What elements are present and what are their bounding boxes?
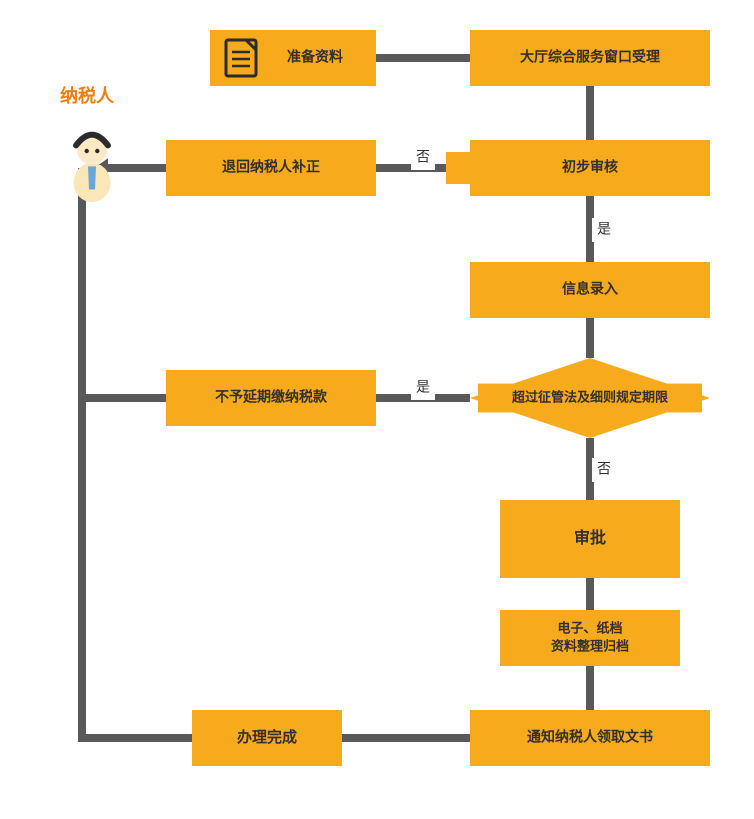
node-label-n_input: 信息录入 [562, 281, 618, 297]
edge-label-n_review-n_return: 否 [416, 149, 430, 165]
node-n_end: 办理完成 [192, 710, 342, 766]
node-n_reject: 不予延期缴纳税款 [166, 370, 376, 426]
node-n_prep: 准备资料 [210, 30, 376, 86]
node-label-n_docs-0: 电子、纸档 [557, 620, 622, 635]
node-n_approve: 审批 [500, 500, 680, 578]
node-n_docs: 电子、纸档资料整理归档 [500, 610, 680, 666]
node-label-n_more: 超过征管法及细则规定期限 [512, 389, 669, 404]
node-n_more: 超过征管法及细则规定期限 [470, 358, 710, 438]
node-n_input: 信息录入 [470, 262, 710, 318]
node-label-n_notify: 通知纳税人领取文书 [527, 729, 653, 745]
flowchart-canvas: 否是是否准备资料大厅综合服务窗口受理退回纳税人补正初步审核信息录入超过征管法及细… [0, 0, 754, 819]
node-label-n_prep: 准备资料 [287, 49, 343, 65]
node-label-n_window: 大厅综合服务窗口受理 [520, 49, 660, 65]
edge-label-n_more-n_reject: 是 [416, 379, 430, 395]
node-label-n_approve: 审批 [574, 528, 606, 547]
edge-n_end-taxpayer [82, 168, 192, 738]
edge-label-n_more-n_approve: 否 [597, 461, 611, 477]
node-n_notify: 通知纳税人领取文书 [470, 710, 710, 766]
node-label-n_review: 初步审核 [562, 159, 618, 175]
node-label-n_docs-1: 资料整理归档 [551, 638, 629, 653]
edge-label-n_review-n_input: 是 [597, 221, 611, 237]
node-n_review: 初步审核 [446, 140, 710, 196]
node-label-n_reject: 不予延期缴纳税款 [215, 389, 328, 405]
node-label-n_end: 办理完成 [237, 728, 297, 746]
node-label-n_return: 退回纳税人补正 [222, 159, 320, 175]
node-n_return: 退回纳税人补正 [166, 140, 376, 196]
node-n_window: 大厅综合服务窗口受理 [470, 30, 710, 86]
title-taxpayer: 纳税人 [60, 85, 115, 106]
